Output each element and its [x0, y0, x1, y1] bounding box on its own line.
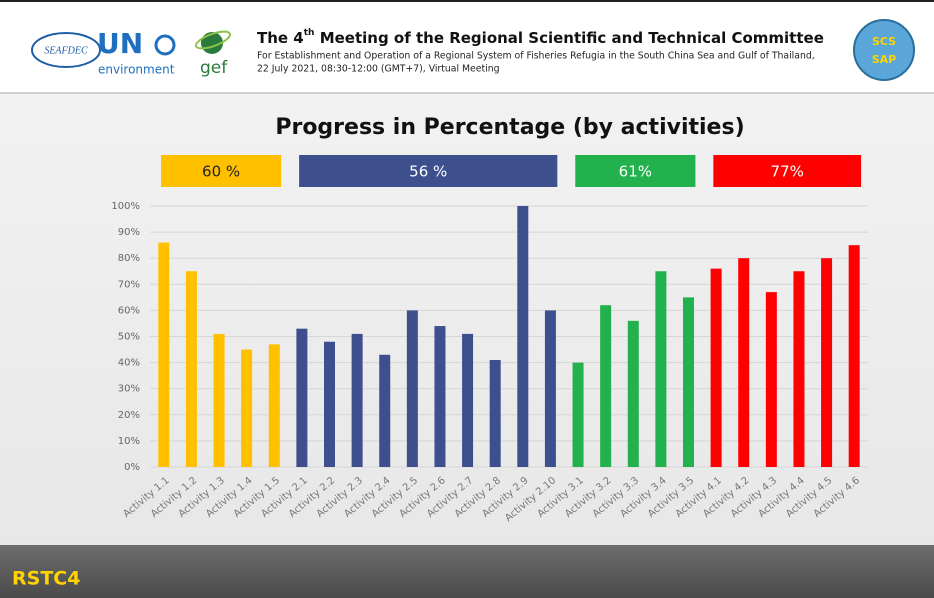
bar	[600, 305, 612, 467]
header-rule	[0, 92, 934, 94]
y-tick-label: 0%	[124, 462, 140, 473]
summary-segment	[713, 155, 862, 187]
chart-title: Progress in Percentage (by activities)	[275, 115, 744, 140]
y-tick-label: 80%	[118, 253, 140, 264]
bar	[544, 310, 556, 467]
bar	[434, 326, 446, 467]
un-emblem	[154, 34, 176, 56]
bar	[517, 206, 529, 467]
summary-label: 77%	[771, 163, 804, 181]
header-subtitle: 22 July 2021, 08:30-12:00 (GMT+7), Virtu…	[257, 64, 500, 75]
bar	[710, 268, 722, 467]
title-superscript: th	[304, 28, 315, 38]
bar	[185, 271, 197, 467]
bar	[683, 297, 694, 467]
title-prefix: The 4	[257, 29, 304, 47]
bar	[848, 245, 860, 467]
scs-text: SCS	[872, 35, 896, 48]
bar	[821, 258, 833, 467]
y-tick-label: 50%	[118, 332, 140, 343]
bar	[489, 359, 501, 467]
gef-text: gef	[200, 58, 228, 78]
summary-label: 61%	[619, 163, 652, 181]
y-tick-label: 100%	[111, 201, 140, 212]
gef-orbit	[194, 30, 232, 50]
sap-text: SAP	[872, 53, 897, 66]
bar	[324, 341, 335, 467]
summary-segment	[575, 155, 696, 187]
bar	[379, 354, 391, 467]
bar	[158, 242, 170, 467]
bar	[572, 362, 584, 467]
seafdec-text: SEAFDEC	[44, 45, 88, 56]
y-tick-label: 90%	[118, 227, 140, 238]
title-suffix: Meeting of the Regional Scientific and T…	[314, 29, 823, 47]
y-tick-label: 60%	[118, 305, 140, 316]
summary-label: 60 %	[202, 163, 240, 181]
y-tick-label: 20%	[118, 410, 140, 421]
bar	[296, 328, 308, 467]
header-subtitle: For Establishment and Operation of a Reg…	[257, 51, 815, 62]
environment-text: environment	[98, 63, 175, 77]
bar	[268, 344, 280, 467]
header-title: The 4th Meeting of the Regional Scientif…	[257, 28, 824, 47]
top-border	[0, 0, 934, 2]
summary-segment	[161, 155, 282, 187]
summary-label: 56 %	[409, 163, 447, 181]
bar	[213, 333, 225, 467]
bar	[627, 320, 639, 467]
bar	[793, 271, 805, 467]
bar	[738, 258, 750, 467]
footer-label: RSTC4	[12, 568, 80, 590]
y-tick-label: 70%	[118, 279, 140, 290]
bar	[462, 333, 474, 467]
bar	[241, 349, 253, 467]
y-tick-label: 30%	[118, 384, 140, 395]
y-tick-label: 10%	[118, 436, 140, 447]
bar	[655, 271, 667, 467]
un-text: UN	[97, 27, 143, 60]
bar	[351, 333, 363, 467]
summary-segment	[299, 155, 558, 187]
bar	[765, 292, 777, 467]
bar	[406, 310, 418, 467]
y-tick-label: 40%	[118, 358, 140, 369]
seafdec-logo	[31, 32, 101, 68]
footer-bar	[0, 545, 934, 598]
scs-sap-logo	[853, 19, 915, 81]
